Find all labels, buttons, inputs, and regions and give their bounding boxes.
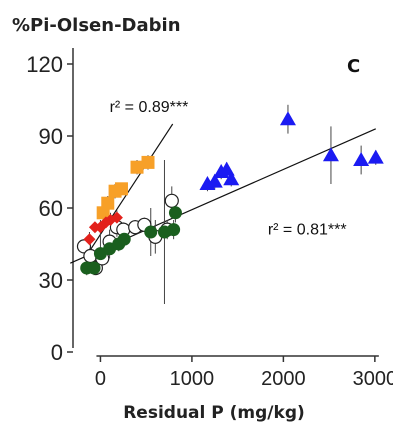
- panel-label: C: [347, 56, 360, 77]
- y-tick-label: 90: [39, 124, 63, 149]
- data-point-diamond: [83, 233, 96, 246]
- data-point-filled-circle: [144, 225, 158, 239]
- y-tick-label: 30: [39, 268, 63, 293]
- data-points: [76, 111, 384, 276]
- data-point-triangle: [218, 161, 235, 176]
- data-point-filled-circle: [168, 206, 182, 220]
- x-tick-label: 0: [95, 368, 106, 390]
- axes: 0 30 60 90 120 0 1000 2000 3000: [26, 48, 393, 390]
- data-point-triangle: [206, 173, 223, 188]
- x-tick-label: 2000: [261, 368, 306, 390]
- data-point-filled-circle: [87, 261, 101, 275]
- x-tick-label: 3000: [353, 368, 393, 390]
- data-point-square: [130, 160, 144, 174]
- x-tick-label: 1000: [170, 368, 215, 390]
- chart-title: %Pi-Olsen-Dabin: [12, 15, 181, 36]
- y-tick-label: 60: [39, 196, 63, 221]
- data-point-triangle: [279, 111, 296, 126]
- r-squared-annotation: r² = 0.81***: [268, 221, 347, 238]
- data-point-square: [141, 155, 155, 169]
- data-point-triangle: [367, 149, 384, 164]
- y-tick-label: 120: [26, 52, 63, 77]
- data-point-filled-circle: [117, 232, 131, 246]
- error-bars: [83, 104, 377, 304]
- data-point-filled-circle: [167, 223, 181, 237]
- x-axis-label: Residual P (mg/kg): [123, 403, 305, 423]
- y-tick-label: 0: [51, 340, 63, 365]
- data-point-triangle: [223, 171, 240, 186]
- r-squared-annotation: r² = 0.89***: [110, 99, 189, 116]
- data-point-diamond: [110, 211, 123, 224]
- data-point-triangle: [322, 147, 339, 162]
- annotations: r² = 0.89*** r² = 0.81***: [110, 99, 347, 238]
- data-point-square: [101, 196, 115, 210]
- data-point-open-circle: [164, 193, 179, 208]
- data-point-triangle: [353, 152, 370, 166]
- data-point-square: [114, 182, 128, 196]
